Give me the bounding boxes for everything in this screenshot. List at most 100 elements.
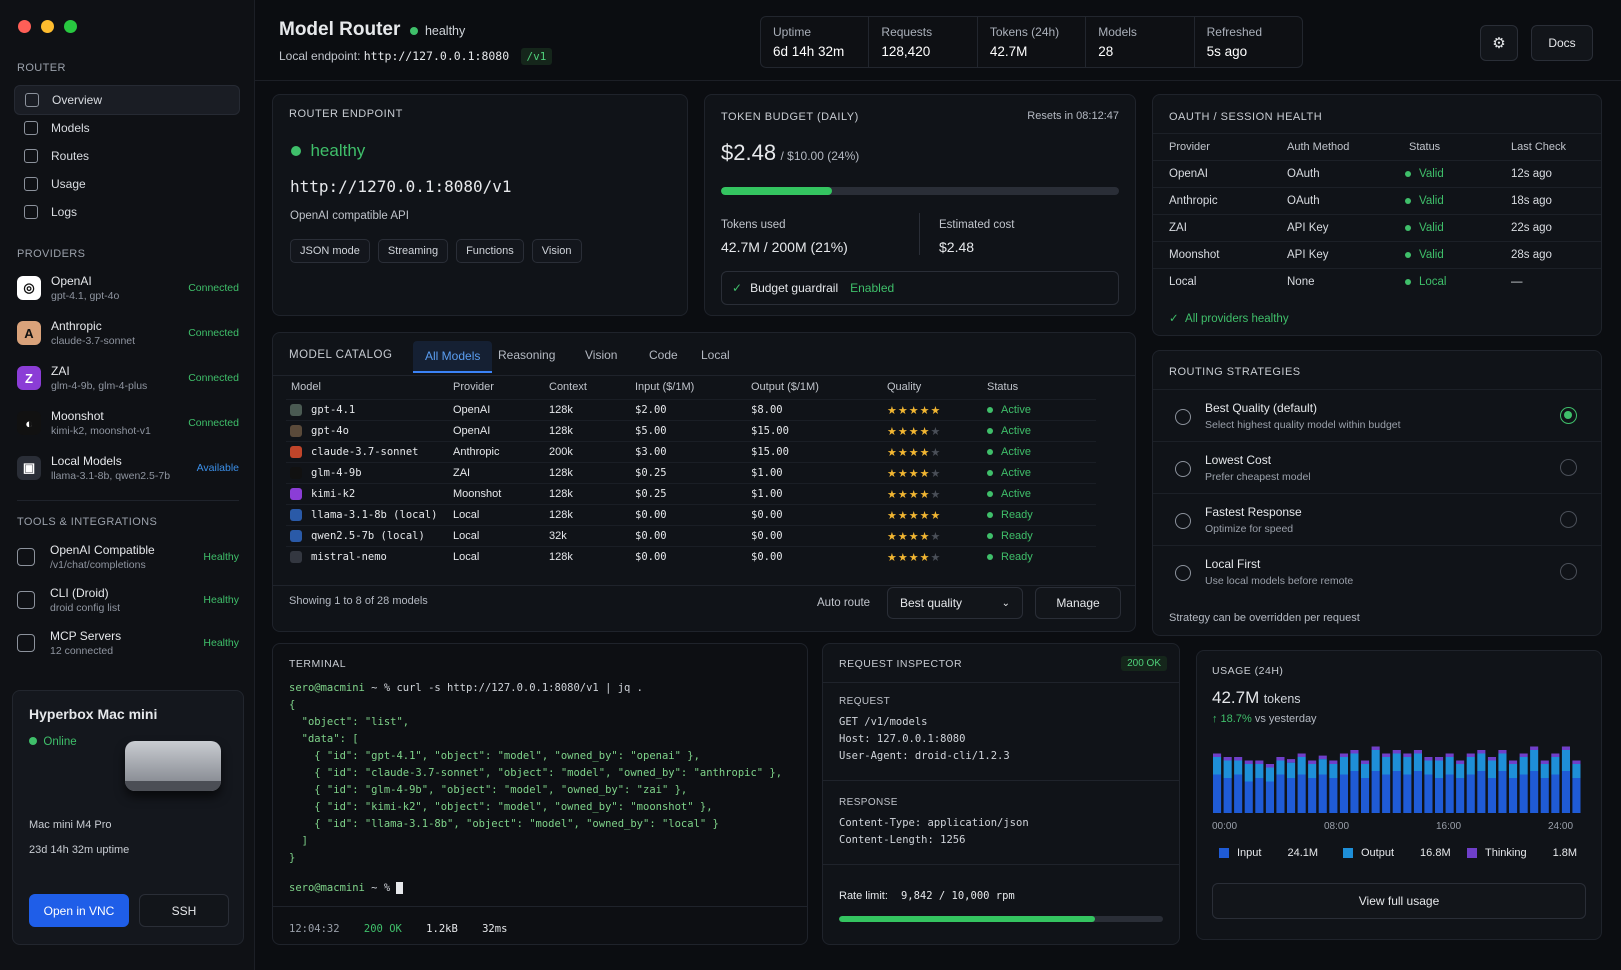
router-heading: ROUTER (17, 62, 66, 74)
sidebar-item-models[interactable]: Models (14, 113, 240, 143)
catalog-row[interactable]: kimi-k2 Moonshot 128k $0.25 $1.00 ★★★★ ★ Active (286, 483, 1096, 504)
request-inspector-panel: REQUEST INSPECTOR 200 OK REQUEST GET /v1… (822, 643, 1180, 945)
oauth-cell-text: OAuth (1287, 168, 1320, 180)
moonshot-icon: ◐ (17, 411, 41, 435)
model-status-text: Active (1001, 488, 1031, 500)
tab-code[interactable]: Code (649, 348, 678, 362)
usage-bar-input (1329, 778, 1338, 813)
model-output-price: $0.00 (751, 530, 783, 542)
usage-bar-input (1213, 774, 1222, 813)
provider-zai[interactable]: Z ZAI glm-4-9b, glm-4-plus Connected (17, 359, 239, 397)
speed-icon (1175, 513, 1191, 529)
provider-status: Connected (188, 282, 239, 294)
provider-models: glm-4-9b, glm-4-plus (51, 380, 148, 392)
catalog-row[interactable]: llama-3.1-8b (local) Local 128k $0.00 $0.00 ★… (286, 504, 1096, 525)
model-name: qwen2.5-7b (local) (311, 530, 425, 542)
provider-moonshot[interactable]: ◐ Moonshot kimi-k2, moonshot-v1 Connected (17, 404, 239, 442)
strategy-item[interactable]: Best Quality (default) Select highest qua… (1153, 389, 1601, 441)
machine-model: Mac mini M4 Pro (29, 819, 112, 831)
cursor (396, 882, 404, 894)
stats-bar: Uptime 6d 14h 32m Requests 128,420 Tokens (2… (760, 16, 1303, 68)
tool-item[interactable]: CLI (Droid) droid config list Healthy (17, 582, 239, 618)
strategy-item[interactable]: Fastest Response Optimize for speed (1153, 493, 1601, 545)
legend-name: Output (1361, 847, 1395, 859)
usage-bar-thinking (1234, 757, 1243, 761)
strategy-radio[interactable] (1560, 563, 1577, 580)
model-icon (290, 509, 302, 521)
stat-label: Requests (881, 25, 933, 39)
usage-bar-thinking (1435, 757, 1444, 761)
provider-anthropic[interactable]: A Anthropic claude-3.7-sonnet Connected (17, 314, 239, 352)
tool-item[interactable]: MCP Servers 12 connected Healthy (17, 625, 239, 661)
auto-route-label: Auto route (817, 597, 871, 609)
oauth-cell: Valid (1405, 195, 1444, 207)
model-icon (290, 446, 302, 458)
usage-bar-output (1244, 764, 1253, 782)
ssh-button[interactable]: SSH (139, 894, 229, 927)
docs-button[interactable]: Docs (1531, 25, 1593, 61)
catalog-row[interactable]: claude-3.7-sonnet Anthropic 200k $3.00 $15.0… (286, 441, 1096, 462)
provider-name: Anthropic (51, 319, 102, 333)
auto-route-select[interactable]: Best quality ⌄ (887, 587, 1023, 619)
endpoint-full-url[interactable]: http://1270.0.1:8080/v1 (290, 177, 512, 196)
model-status-text: Ready (1001, 551, 1033, 563)
oauth-cell: Local (1169, 276, 1197, 288)
provider-name: Moonshot (51, 409, 104, 423)
strategy-radio[interactable] (1560, 511, 1577, 528)
oauth-cell-text: Valid (1419, 195, 1444, 207)
page-title: Model Router (279, 19, 401, 40)
catalog-row[interactable]: glm-4-9b ZAI 128k $0.25 $1.00 ★★★★ ★ Active (286, 462, 1096, 483)
model-status: Active (987, 488, 1031, 500)
catalog-row[interactable]: gpt-4o OpenAI 128k $5.00 $15.00 ★★★★ ★ Active (286, 420, 1096, 441)
oauth-cell: 12s ago (1511, 168, 1552, 180)
minimize-window-button[interactable] (41, 20, 54, 33)
open-vnc-button[interactable]: Open in VNC (29, 894, 129, 927)
sidebar-item-usage[interactable]: Usage (14, 169, 240, 199)
view-full-usage-button[interactable]: View full usage (1212, 883, 1586, 919)
oauth-cell: API Key (1287, 222, 1329, 234)
status-dot (987, 449, 993, 456)
settings-button[interactable]: ⚙ (1480, 25, 1518, 61)
strategy-item[interactable]: Local First Use local models before remot… (1153, 545, 1601, 597)
usage-bar-input (1371, 771, 1380, 813)
provider-local-models[interactable]: ▣ Local Models llama-3.1-8b, qwen2.5-7b Ava… (17, 449, 239, 487)
endpoint-url[interactable]: http://127.0.0.1:8080 (363, 49, 510, 63)
model-output-price: $0.00 (751, 509, 783, 521)
strategy-item[interactable]: Lowest Cost Prefer cheapest model (1153, 441, 1601, 493)
maximize-window-button[interactable] (64, 20, 77, 33)
oauth-row: Anthropic OAuth Valid 18s ago (1153, 187, 1601, 214)
legend-swatch (1219, 848, 1229, 858)
catalog-header: Output ($/1M) (751, 381, 819, 393)
tab-local[interactable]: Local (701, 348, 730, 362)
usage-bar-output (1551, 757, 1560, 775)
catalog-row[interactable]: gpt-4.1 OpenAI 128k $2.00 $8.00 ★★★★★ Active (286, 399, 1096, 420)
close-window-button[interactable] (18, 20, 31, 33)
provider-name: OpenAI (51, 274, 92, 288)
manage-button[interactable]: Manage (1035, 587, 1121, 619)
catalog-row[interactable]: mistral-nemo Local 128k $0.00 $0.00 ★★★★ ★ Read… (286, 546, 1096, 567)
status-dot (987, 407, 993, 414)
quality-icon (1175, 409, 1191, 425)
model-status: Ready (987, 509, 1033, 521)
usage-bar-thinking (1339, 753, 1348, 757)
status-dot (987, 512, 993, 519)
sidebar-item-routes[interactable]: Routes (14, 141, 240, 171)
terminal-line: { "id": "kimi-k2", "object": "model", "o… (289, 801, 713, 813)
catalog-row[interactable]: qwen2.5-7b (local) Local 32k $0.00 $0.00 ★★★★… (286, 525, 1096, 546)
usage-bar-output (1213, 757, 1222, 775)
strategy-radio[interactable] (1560, 459, 1577, 476)
tab-all-models[interactable]: All Models (413, 341, 493, 373)
anthropic-icon: A (17, 321, 41, 345)
provider-openai[interactable]: ◎ OpenAI gpt-4.1, gpt-4o Connected (17, 269, 239, 307)
usage-bar-thinking (1403, 753, 1412, 757)
tab-reasoning[interactable]: Reasoning (498, 348, 556, 362)
model-output-price: $1.00 (751, 467, 783, 479)
sidebar-item-logs[interactable]: Logs (14, 197, 240, 227)
strategy-radio[interactable] (1560, 407, 1577, 424)
sidebar-item-overview[interactable]: Overview (14, 85, 240, 115)
feature-pill: JSON mode (290, 239, 370, 263)
model-name: glm-4-9b (311, 467, 362, 479)
usage-bar-output (1371, 750, 1380, 771)
tab-vision[interactable]: Vision (585, 348, 618, 362)
tool-item[interactable]: OpenAI Compatible/v1/chat/completions Hea… (17, 539, 239, 575)
